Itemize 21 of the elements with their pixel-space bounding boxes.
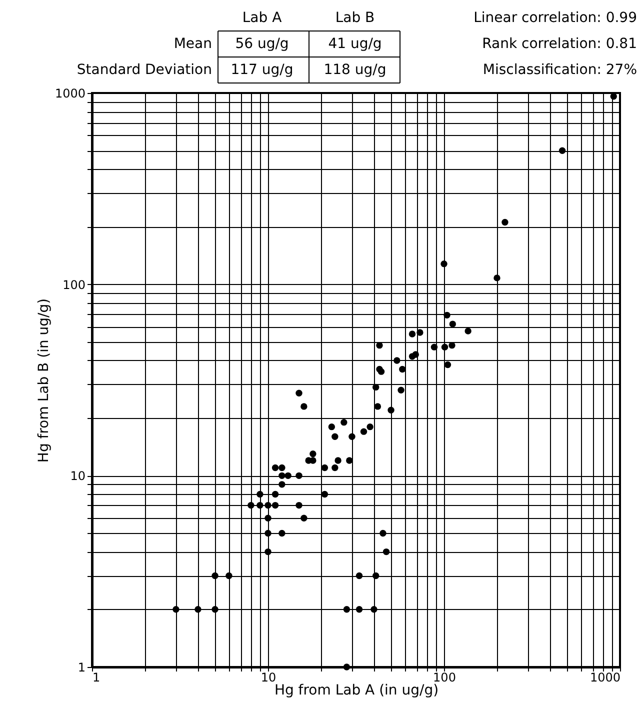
text: Lab A: [242, 10, 282, 26]
text: Rank correlation: 0.81: [482, 36, 637, 52]
y-tick-label: 1000: [54, 86, 86, 100]
text: 56 ug/g: [235, 36, 289, 52]
text: Linear correlation: 0.99: [474, 10, 637, 26]
text: 117 ug/g: [230, 62, 294, 78]
x-tick-label: 1: [92, 670, 100, 684]
y-tick-label: 1: [78, 660, 86, 674]
x-tick-label: 10: [260, 670, 276, 684]
text: Standard Deviation: [76, 62, 212, 78]
y-tick-label: 10: [70, 469, 86, 484]
x-tick-label: 1000: [590, 670, 620, 684]
text: Misclassification: 27%: [482, 62, 637, 78]
x-tick-label: 100: [433, 670, 456, 684]
text: Lab B: [335, 10, 375, 26]
text: 41 ug/g: [328, 36, 382, 52]
y-tick-label: 100: [62, 278, 86, 292]
text: 118 ug/g: [324, 62, 386, 78]
x-axis-title: Hg from Lab A (in ug/g): [274, 682, 439, 698]
y-axis-title: Hg from Lab B (in ug/g): [36, 298, 52, 463]
text: Mean: [174, 36, 212, 52]
